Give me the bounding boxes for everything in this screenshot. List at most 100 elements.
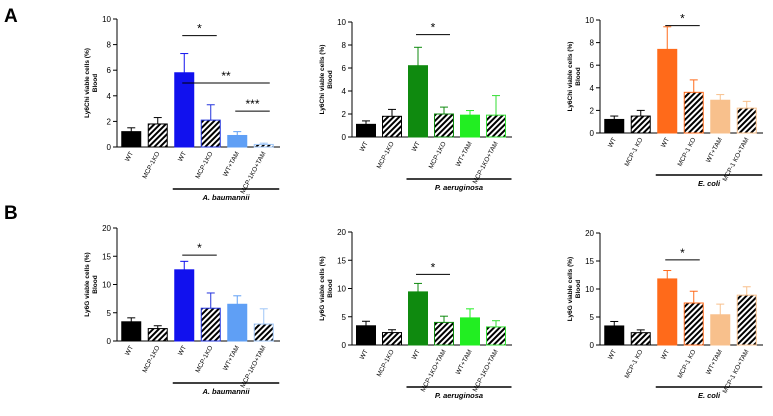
bar-mcp-1ko [382,115,402,138]
bar-wt [657,278,678,346]
category-label: MCP-1 KO+TAM [722,137,751,183]
bar-mcp-1-ko-tam [736,294,757,346]
y-axis-label-sub: Blood [92,74,99,92]
category-label: WT+TAM [222,151,241,178]
y-axis-label: Ly6Chi viable cells (%) [319,45,326,115]
y-tick-label: 0 [590,129,595,138]
bar-mcp-1ko [200,119,221,148]
group-label: P. aeruginosa [435,183,483,192]
y-tick-label: 15 [585,257,594,266]
category-label: WT [411,141,422,153]
category-label: WT [177,151,188,163]
bar-wt-tam [460,114,480,138]
bar-wt-tam [710,99,731,134]
y-tick-label: 15 [102,252,111,261]
y-tick-label: 5 [342,313,347,322]
category-label: WT+TAM [455,349,474,376]
panel-label-a: A [4,6,18,27]
y-tick-label: 10 [337,285,346,294]
bar-wt-tam [710,314,731,346]
category-label: MCP-1KO [194,151,214,180]
bar-mcp-1-ko [630,332,651,346]
y-tick-label: 2 [107,117,112,126]
bar-mcp-1ko [147,328,168,342]
bar-wt [174,269,195,342]
y-axis-label-sub: Blood [327,279,334,297]
category-label: MCP-1KO [141,345,161,374]
chart-b1: 0 5 10 15 20 Ly6G viable cells (%) Blood WT MCP-… [84,224,280,396]
y-tick-label: 0 [590,341,595,350]
category-label: WT [124,345,135,357]
bar-mcp-1-ko [683,302,704,346]
y-tick-label: 5 [107,309,112,318]
category-label: WT [660,349,671,361]
y-tick-label: 0 [107,337,112,346]
bar-wt-tam [460,317,480,346]
significance-marker: *** [245,97,259,111]
y-tick-label: 0 [342,341,347,350]
category-label: MCP-1KO [194,345,214,374]
category-label: WT [359,349,370,361]
y-tick-label: 10 [585,16,594,25]
significance-marker: ** [221,69,231,83]
bar-wt-tam [227,134,248,148]
y-axis-label: Ly6Chi viable cells (%) [84,48,91,118]
chart-a3: 0 2 4 6 8 10 Ly6Chi viable cells (%) Blood WT MCP… [567,12,763,188]
bar-wt [121,321,142,342]
y-tick-label: 2 [342,110,347,119]
bar-wt-tam [227,303,248,342]
bar-mcp-1ko-tam [253,323,274,342]
y-tick-label: 10 [102,281,111,290]
y-axis-label-sub: Blood [575,280,582,298]
y-tick-label: 4 [590,84,595,93]
y-tick-label: 4 [342,87,347,96]
y-tick-label: 10 [102,15,111,24]
y-tick-label: 8 [342,41,347,50]
bar-wt [604,118,625,134]
bar-wt [356,325,376,346]
category-label: WT [177,345,188,357]
y-tick-label: 4 [107,92,112,101]
panel-label-b: B [4,203,18,224]
y-tick-label: 10 [585,285,594,294]
category-label: MCP-1KO [376,349,396,378]
bar-mcp-1-ko [630,115,651,134]
y-tick-label: 0 [107,143,112,152]
bar-mcp-1ko [200,307,221,342]
bar-wt [408,65,428,138]
y-axis-label-sub: Blood [92,275,99,293]
bar-mcp-1-ko-tam [736,107,757,134]
category-label: MCP-1KO [428,141,448,170]
significance-marker: * [431,21,436,35]
chart-a2: 0 2 4 6 8 10 Ly6Chi viable cells (%) Blood WT MCP… [319,18,512,192]
category-label: WT [359,141,370,153]
y-axis-label: Ly6G viable cells (%) [567,257,574,321]
y-tick-label: 6 [342,64,347,73]
bar-wt [174,72,195,148]
y-axis-label: Ly6G viable cells (%) [319,256,326,320]
chart-b2: 0 5 10 15 20 Ly6G viable cells (%) Blood WT MCP-… [319,228,512,400]
significance-marker: * [680,12,685,26]
chart-b3: 0 5 10 15 20 Ly6G viable cells (%) Blood WT MCP-… [567,229,763,400]
bar-mcp-1ko [382,332,402,346]
y-tick-label: 6 [590,61,595,70]
category-label: WT [124,151,135,163]
significance-marker: * [431,260,436,274]
bar-wt [604,325,625,346]
category-label: WT [660,137,671,149]
y-tick-label: 5 [590,313,595,322]
y-axis-label: Ly6G viable cells (%) [84,252,91,316]
y-axis-label-sub: Blood [327,70,334,88]
y-axis-label-sub: Blood [575,67,582,85]
group-label: A. baumannii [201,193,250,202]
category-label: MCP-1 KO [677,349,698,380]
bar-wt [356,123,376,138]
category-label: MCP-1KO [141,151,161,180]
significance-marker: * [197,22,202,36]
category-label: MCP-1 KO+TAM [722,349,751,395]
bar-mcp-1ko-tam [434,321,454,346]
bar-mcp-1ko-tam [486,326,506,346]
bar-mcp-1ko-tam [486,114,506,138]
